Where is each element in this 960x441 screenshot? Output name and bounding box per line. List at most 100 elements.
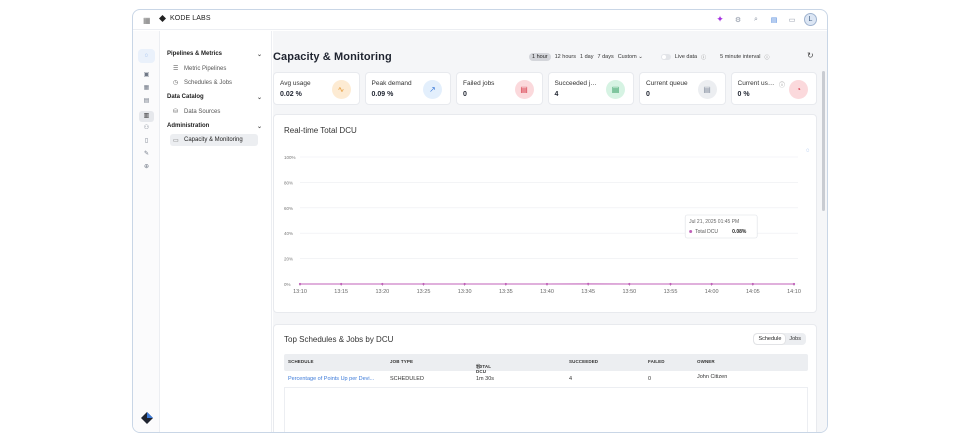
sparkle-icon[interactable]: ✦ — [716, 14, 724, 24]
data-point — [792, 282, 796, 286]
sidebar-section-administration[interactable]: Administration ⌄ — [167, 123, 262, 130]
gauge-icon: ◔ — [789, 80, 808, 99]
sidebar-item-metric-pipelines[interactable]: ☰ Metric Pipelines — [173, 65, 226, 73]
grid-icon[interactable]: ▦ — [143, 85, 150, 91]
range-12-hours[interactable]: 12 hours — [554, 54, 577, 60]
x-tick-label: 13:10 — [293, 289, 307, 295]
brand[interactable]: KODE LABS — [159, 15, 211, 22]
y-tick-label: 20% — [284, 257, 293, 262]
data-point — [710, 282, 713, 286]
apps-grid-icon[interactable]: ▦ — [143, 16, 151, 25]
time-range-selector: 1 hour 12 hours 1 day 7 days Custom ⌄ Li… — [529, 53, 770, 61]
admin-icon[interactable]: ▥ — [139, 111, 154, 122]
chevron-down-icon: ⌄ — [256, 52, 262, 58]
sidebar-section-label: Administration — [167, 123, 210, 129]
tab-schedule[interactable]: Schedule — [754, 334, 786, 344]
sidebar-section-pipelines[interactable]: Pipelines & Metrics ⌄ — [167, 51, 262, 58]
tab-jobs[interactable]: Jobs — [789, 336, 801, 342]
data-point — [298, 282, 302, 286]
pipeline-icon: ☰ — [173, 66, 179, 72]
metric-card: Current queue 0 ▤ — [639, 72, 726, 105]
table-header: SCHEDULE JOB TYPE TOTAL DCU ⓘ SUCCEEDED … — [284, 354, 808, 374]
avatar[interactable]: L — [804, 13, 817, 26]
table-view-toggle: Schedule Jobs — [753, 333, 806, 345]
x-tick-label: 13:50 — [622, 289, 636, 295]
main-content: Capacity & Monitoring 1 hour 12 hours 1 … — [273, 31, 827, 432]
monitor-icon: ▭ — [173, 137, 179, 144]
data-point — [504, 282, 507, 286]
metric-value: 0 % — [737, 91, 750, 98]
column-header-label: TOTAL DCU — [476, 364, 491, 374]
scrollbar[interactable] — [822, 71, 825, 211]
live-data-toggle[interactable] — [660, 54, 671, 60]
interval-select[interactable]: 5 minute interval — [720, 54, 761, 60]
sidebar-section-label: Data Catalog — [167, 94, 204, 100]
notifications-icon[interactable]: ▤ — [770, 16, 778, 24]
x-tick-label: 13:20 — [375, 289, 389, 295]
search-icon[interactable]: ⌕ — [754, 15, 758, 23]
settings-icon[interactable]: ⚙ — [734, 16, 742, 24]
table-row[interactable]: Percentage of Points Up per Devi... SCHE… — [284, 371, 808, 388]
x-tick-label: 13:15 — [334, 289, 348, 295]
document-icon[interactable]: ▯ — [144, 138, 149, 144]
help-icon[interactable]: ⓘ — [764, 54, 770, 61]
activity-icon: ∿ — [331, 80, 351, 99]
brand-logo-icon — [159, 15, 166, 22]
column-header[interactable]: OWNER — [697, 359, 715, 364]
x-tick-label: 14:05 — [746, 289, 760, 295]
x-tick-label: 13:25 — [417, 289, 431, 295]
range-custom[interactable]: Custom ⌄ — [618, 54, 643, 60]
metric-card: Current usage 0 % ⓘ ◔ — [730, 72, 817, 105]
live-data-label: Live data — [674, 54, 698, 60]
data-point — [628, 282, 631, 286]
sidebar-item-data-sources[interactable]: ⛁ Data Sources — [173, 108, 220, 116]
column-header[interactable]: FAILED — [648, 359, 665, 364]
metric-value: 0.02 % — [280, 91, 302, 98]
schedule-link[interactable]: Percentage of Points Up per Devi... — [288, 376, 375, 382]
table-title: Top Schedules & Jobs by DCU — [284, 335, 394, 344]
chart-settings-icon[interactable]: ◌ — [806, 148, 810, 154]
refresh-icon[interactable]: ↻ — [807, 51, 814, 60]
x-tick-label: 14:00 — [705, 289, 719, 295]
tooltip-series: Total DCU — [695, 229, 718, 235]
icon-rail: ◌ ▣ ▦ ▤ ▥ ⚇ ▯ ✎ ⊕ » — [133, 31, 160, 432]
metric-value: 0 — [463, 91, 467, 98]
home-icon[interactable]: ◌ — [138, 49, 155, 63]
database-icon: ⛁ — [173, 109, 179, 115]
y-tick-label: 100% — [284, 155, 296, 160]
tooltip-swatch — [689, 230, 693, 233]
metric-value: 0 — [646, 91, 650, 98]
x-tick-label: 13:45 — [581, 289, 595, 295]
users-icon[interactable]: ⚇ — [143, 125, 150, 131]
range-7-days[interactable]: 7 days — [597, 54, 614, 60]
tooltip-value: 0.08% — [732, 229, 747, 235]
column-header[interactable]: JOB TYPE — [390, 359, 414, 364]
sidebar-item-label: Capacity & Monitoring — [184, 137, 243, 143]
chat-icon[interactable]: ▭ — [788, 16, 796, 24]
pipelines-icon[interactable]: ▣ — [143, 72, 150, 78]
metric-label: Current queue — [646, 80, 688, 87]
range-1-day[interactable]: 1 day — [580, 54, 594, 60]
globe-icon[interactable]: ⊕ — [143, 164, 150, 170]
total-dcu-cell: 1m 30s — [476, 376, 495, 382]
column-header[interactable]: SUCCEEDED — [569, 359, 599, 364]
range-1-hour[interactable]: 1 hour — [529, 53, 551, 61]
data-point — [463, 282, 466, 286]
sidebar-item-schedules-jobs[interactable]: ◷ Schedules & Jobs — [173, 79, 232, 87]
sidebar: Pipelines & Metrics ⌄ ☰ Metric Pipelines… — [161, 31, 272, 432]
metric-card: Avg usage 0.02 % ∿ — [273, 72, 360, 105]
clock-icon: ◷ — [173, 80, 179, 86]
edit-icon[interactable]: ✎ — [143, 151, 150, 157]
data-point — [422, 282, 425, 286]
catalog-icon[interactable]: ▤ — [143, 98, 150, 104]
sidebar-item-capacity-monitoring[interactable]: ▭ Capacity & Monitoring — [170, 134, 258, 146]
metric-value: 0.09 % — [371, 91, 394, 98]
help-icon[interactable]: ⓘ — [701, 54, 707, 61]
metric-card: Peak demand 0.09 % ↗ — [364, 72, 451, 105]
chevron-down-icon: ⌄ — [256, 95, 262, 101]
sidebar-section-data-catalog[interactable]: Data Catalog ⌄ — [167, 94, 262, 101]
chart-title: Real-time Total DCU — [284, 126, 357, 135]
column-header[interactable]: SCHEDULE — [288, 359, 314, 364]
help-icon[interactable]: ⓘ — [778, 83, 785, 89]
succeeded-cell: 4 — [569, 376, 573, 382]
